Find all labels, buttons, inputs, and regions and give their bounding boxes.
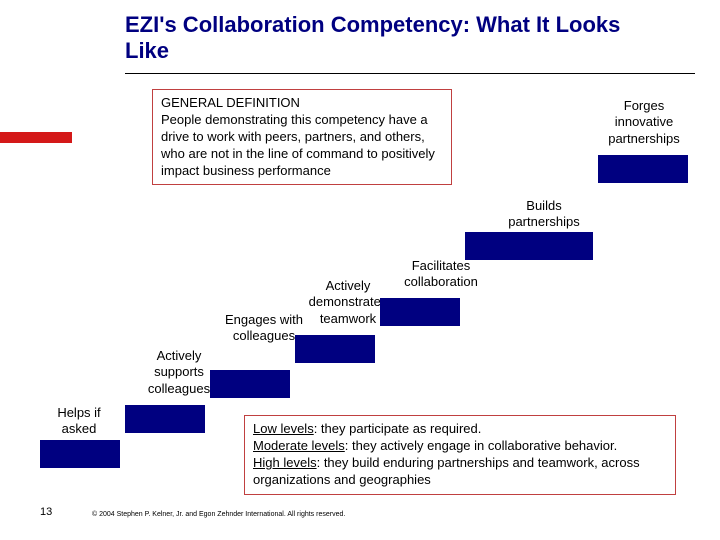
step-label: Engages with colleagues	[224, 312, 304, 345]
definition-box: GENERAL DEFINITION People demonstrating …	[152, 89, 452, 185]
title-divider	[125, 73, 695, 74]
step-bar	[125, 405, 205, 433]
accent-bar	[0, 132, 72, 143]
step-bar	[210, 370, 290, 398]
step-bar	[598, 155, 688, 183]
copyright: © 2004 Stephen P. Kelner, Jr. and Egon Z…	[92, 511, 345, 518]
step-bar	[295, 335, 375, 363]
levels-box: Low levels: they participate as required…	[244, 415, 676, 495]
definition-heading: GENERAL DEFINITION	[161, 95, 443, 112]
step-label: Actively supports colleagues	[140, 348, 218, 397]
step-bar	[380, 298, 460, 326]
levels-low: Low levels: they participate as required…	[253, 421, 667, 438]
definition-body: People demonstrating this competency hav…	[161, 112, 443, 180]
step-label: Helps if asked	[44, 405, 114, 438]
slide-title: EZI's Collaboration Competency: What It …	[125, 12, 625, 65]
step-label: Facilitates collaboration	[395, 258, 487, 291]
levels-moderate: Moderate levels: they actively engage in…	[253, 438, 667, 455]
step-bar	[465, 232, 593, 260]
levels-high: High levels: they build enduring partner…	[253, 455, 667, 489]
step-label: Builds partnerships	[498, 198, 590, 231]
page-number: 13	[40, 506, 52, 518]
step-bar	[40, 440, 120, 468]
step-label: Forges innovative partnerships	[598, 98, 690, 147]
